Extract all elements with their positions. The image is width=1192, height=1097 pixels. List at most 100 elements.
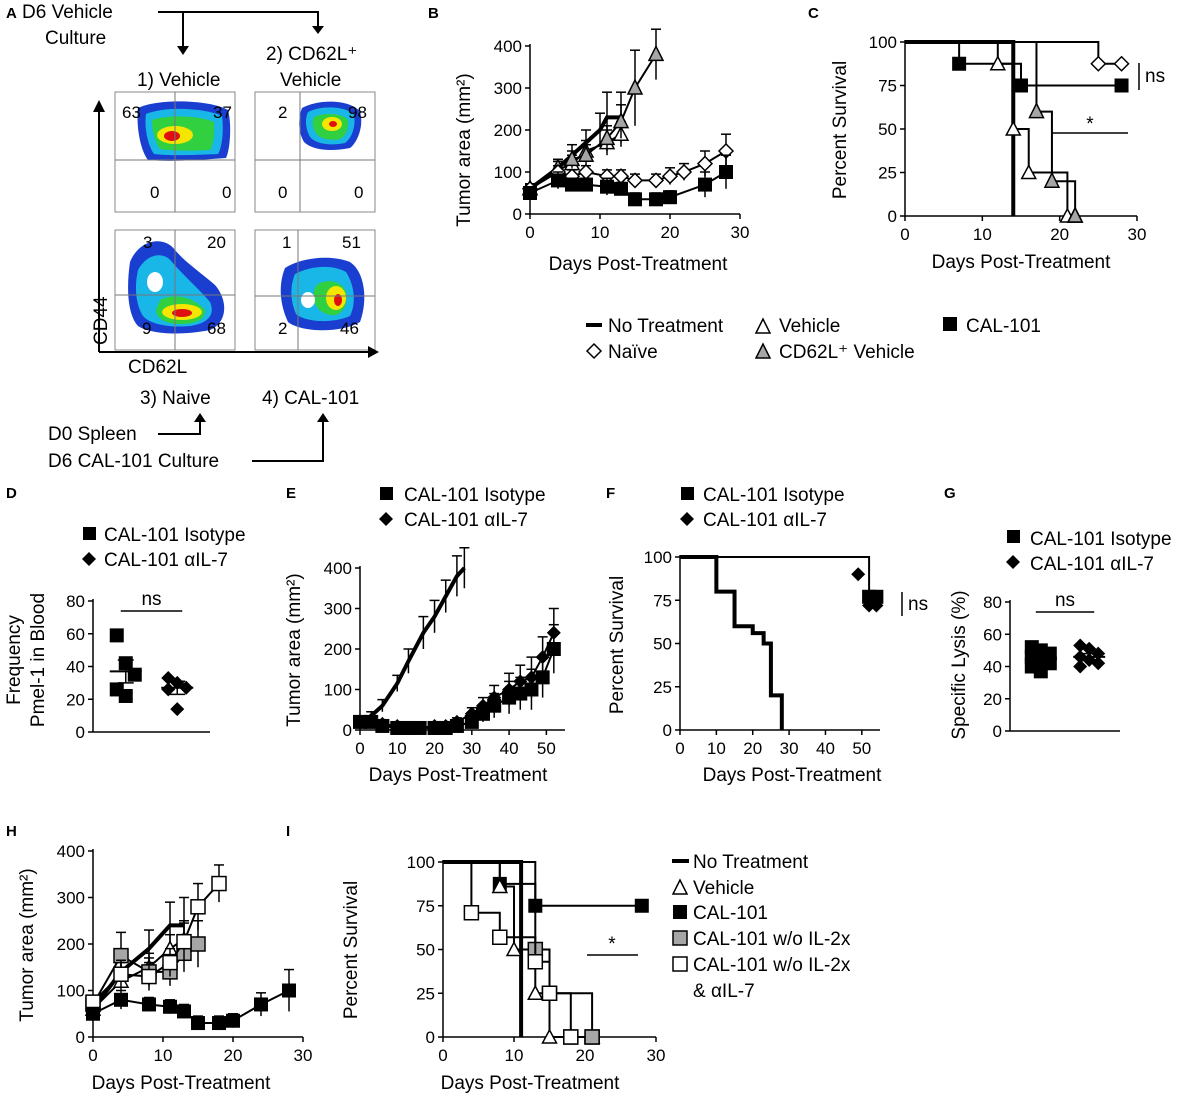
legend-i-cal101-swatch [673,905,687,919]
data-point [118,688,133,703]
data-point [614,181,628,196]
series-na-ve [905,41,1130,72]
data-point [141,968,157,985]
x-tick-label: 30 [462,739,481,758]
y-tick-label: 60 [983,625,1002,644]
data-point [1033,664,1048,679]
y-tick-label: 400 [494,37,522,56]
y-tick-label: 80 [983,593,1002,612]
x-tick-label: 10 [973,225,992,244]
x-tick-label: 0 [438,1046,447,1065]
data-point [1114,78,1129,93]
group-cal-101-il-7 [1073,638,1106,674]
x-tick-label: 20 [661,223,680,242]
data-point [649,192,663,207]
flow-arrowhead-top-right [312,26,324,34]
data-point [449,714,464,729]
flow-col2-title-1: 2) CD62L⁺ [266,44,357,65]
x-tick-label: 10 [505,1046,524,1065]
y-tick-label: 50 [653,635,672,654]
chart-d: 0 20 40 60 80 Frequency Pmel-1 in Blood ns [4,589,210,742]
data-point [1066,206,1084,223]
legend-i-no-treatment-label: No Treatment [693,852,809,873]
data-point [492,929,508,945]
quad-naive-lr: 68 [207,319,226,338]
data-point [1113,55,1130,72]
x-tick-label: 40 [500,739,519,758]
y-tick-label: 200 [57,935,85,954]
data-point [142,997,156,1012]
data-point [869,598,884,613]
legend-bc-cd62l-swatch [754,342,772,359]
y-axis-label: Tumor area (mm²) [17,868,38,1021]
x-tick-label: 10 [154,1046,173,1065]
panel-label-f: F [606,485,615,502]
flow-panel: D6 Vehicle Culture 1) Vehicle 2) CD62L⁺ … [22,2,379,472]
y-tick-label: 400 [324,559,352,578]
group-cal-101-isotype [109,628,142,703]
series-cd62l-vehicle [905,41,1084,223]
data-point [546,625,561,640]
y-tick-label: 75 [653,591,672,610]
data-point [1090,55,1107,72]
legend-i-wo-il2-ail7-label-1: CAL-101 w/o IL-2x [693,955,851,976]
data-point [535,650,550,665]
star-label: * [608,934,616,955]
data-point [563,149,581,167]
series-no-treatment [355,547,470,726]
y-tick-label: 0 [663,721,672,740]
y-tick-label: 100 [494,163,522,182]
group-cal-101-il-7 [161,670,194,717]
flow-col1-title: 1) Vehicle [137,70,220,91]
y-tick-label: 75 [878,77,897,96]
y-tick-label: 80 [66,592,85,611]
legend-bc-cal101-swatch [943,317,957,331]
series-vehicle [905,41,1084,223]
panel-label-e: E [286,485,296,502]
y-tick-label: 100 [644,548,672,567]
cd62l-arrowhead [368,346,379,358]
legend-e-isotype-swatch [380,487,393,500]
panel-label-g: G [944,485,956,502]
legend-g-ail7-label: CAL-101 αIL-7 [1030,554,1154,575]
data-point [598,128,616,146]
data-point [114,992,128,1007]
y-tick-label: 100 [324,681,352,700]
quad-vehicle-ur: 37 [213,103,232,122]
legend-f-ail7-swatch [680,512,694,526]
series-cal-101-isotype [680,556,884,604]
data-point [502,682,517,697]
y-axis-label: Tumor area (mm²) [454,73,475,226]
y-axis-label: Tumor area (mm²) [284,573,305,726]
series-cal-101 [86,968,296,1031]
x-axis-label: Days Post-Treatment [932,252,1112,273]
data-point [113,966,129,982]
x-axis-label: Days Post-Treatment [369,765,549,786]
data-point [491,877,509,894]
panel-label-b: B [428,5,439,22]
data-point [127,667,142,682]
x-tick-label: 40 [816,739,835,758]
data-point [353,714,367,729]
quad-cal101-lr: 46 [340,319,359,338]
data-point [401,720,416,735]
data-point [719,165,733,179]
y-axis-label: Frequency [4,615,25,705]
flow-cal101-title: 4) CAL-101 [262,388,359,409]
y-tick-label: 200 [324,640,352,659]
quad-cal101-ll: 2 [278,319,287,338]
legend-e-isotype-label: CAL-101 Isotype [404,485,546,506]
y-tick-label: 0 [76,723,85,742]
series-line [443,861,594,1037]
data-point [364,712,379,727]
data-point [634,898,649,913]
flow-top-text-1: D6 Vehicle [22,2,113,23]
legend-f-ail7-label: CAL-101 αIL-7 [703,510,827,531]
y-tick-label: 0 [76,1028,85,1047]
flow-naive-title: 3) Naive [140,388,211,409]
data-point [162,954,178,971]
data-point [86,1006,100,1021]
cd44-axis-label: CD44 [91,296,112,345]
x-axis-label: Days Post-Treatment [441,1073,621,1094]
